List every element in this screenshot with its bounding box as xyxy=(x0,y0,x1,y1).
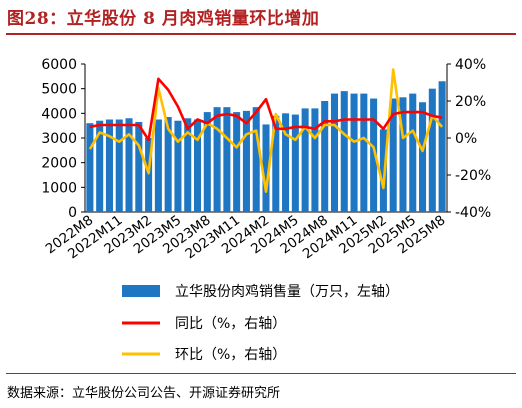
line-yoy xyxy=(89,77,443,142)
right-axis-tick-label: -40% xyxy=(455,205,491,221)
right-axis-tick-label: -20% xyxy=(455,168,491,184)
left-axis-tick-label: 2000 xyxy=(41,156,77,172)
bar-sales xyxy=(213,107,221,212)
legend-swatch-sales xyxy=(122,285,160,297)
title-rule xyxy=(6,33,516,35)
bar-sales xyxy=(330,93,339,212)
left-axis-tick-label: 3000 xyxy=(41,131,77,147)
bar-sales xyxy=(242,110,250,212)
bar-sales xyxy=(311,108,319,212)
bar-sales xyxy=(409,93,417,212)
bar-sales xyxy=(262,124,270,212)
bar-sales xyxy=(86,123,94,212)
bar-sales xyxy=(164,117,172,212)
chart-title: 图28：立华股份 8 月肉鸡销量环比增加 xyxy=(7,9,320,29)
right-axis-tick-label: 20% xyxy=(455,94,486,110)
bar-sales xyxy=(223,107,231,212)
legend-label-mom: 环比（%，右轴） xyxy=(175,347,286,363)
bar-sales xyxy=(301,108,309,212)
bar-sales xyxy=(419,102,427,212)
left-axis-tick-label: 4000 xyxy=(41,106,77,122)
bar-sales xyxy=(321,101,329,212)
bar-sales xyxy=(291,114,299,212)
bar-sales xyxy=(135,121,143,212)
bar-sales xyxy=(282,113,290,212)
line-mom xyxy=(88,68,444,193)
bar-sales xyxy=(252,107,260,212)
bar-sales xyxy=(272,115,280,212)
left-axis-tick-label: 0 xyxy=(68,205,77,221)
bar-sales xyxy=(174,120,182,212)
bar-sales xyxy=(340,91,348,212)
bar-sales xyxy=(233,112,241,212)
footer-rule xyxy=(6,373,516,374)
left-axis-tick-label: 5000 xyxy=(41,82,77,98)
bar-sales xyxy=(370,98,378,212)
right-axis-tick-label: 40% xyxy=(455,57,486,73)
left-axis-tick-label: 1000 xyxy=(41,180,77,196)
left-axis-tick-label: 6000 xyxy=(41,57,77,73)
bar-sales xyxy=(154,119,162,212)
bar-sales xyxy=(379,129,387,212)
legend-label-sales: 立华股份肉鸡销售量（万只，左轴） xyxy=(175,283,399,300)
bar-sales xyxy=(389,98,397,212)
bar-sales xyxy=(105,119,113,212)
bar-sales xyxy=(145,138,153,212)
bar-sales xyxy=(125,118,133,212)
source-note: 数据来源：立华股份公司公告、开源证券研究所 xyxy=(7,386,281,401)
bar-sales xyxy=(115,119,123,212)
bar-sales xyxy=(184,118,192,212)
bar-sales xyxy=(350,93,358,212)
bar-sales xyxy=(96,120,104,212)
bar-sales xyxy=(193,119,202,212)
legend-label-yoy: 同比（%，右轴） xyxy=(175,316,286,332)
bar-sales xyxy=(399,97,407,212)
chart-svg: 0 1000 2000 3000 4000 5000 6000 -40% -20% 0% 20% 40… xyxy=(41,57,491,363)
bar-sales xyxy=(428,88,436,212)
bar-sales xyxy=(360,93,368,212)
right-axis-tick-label: 0% xyxy=(455,131,477,147)
bar-sales xyxy=(203,112,211,212)
bar-sales xyxy=(438,81,446,213)
